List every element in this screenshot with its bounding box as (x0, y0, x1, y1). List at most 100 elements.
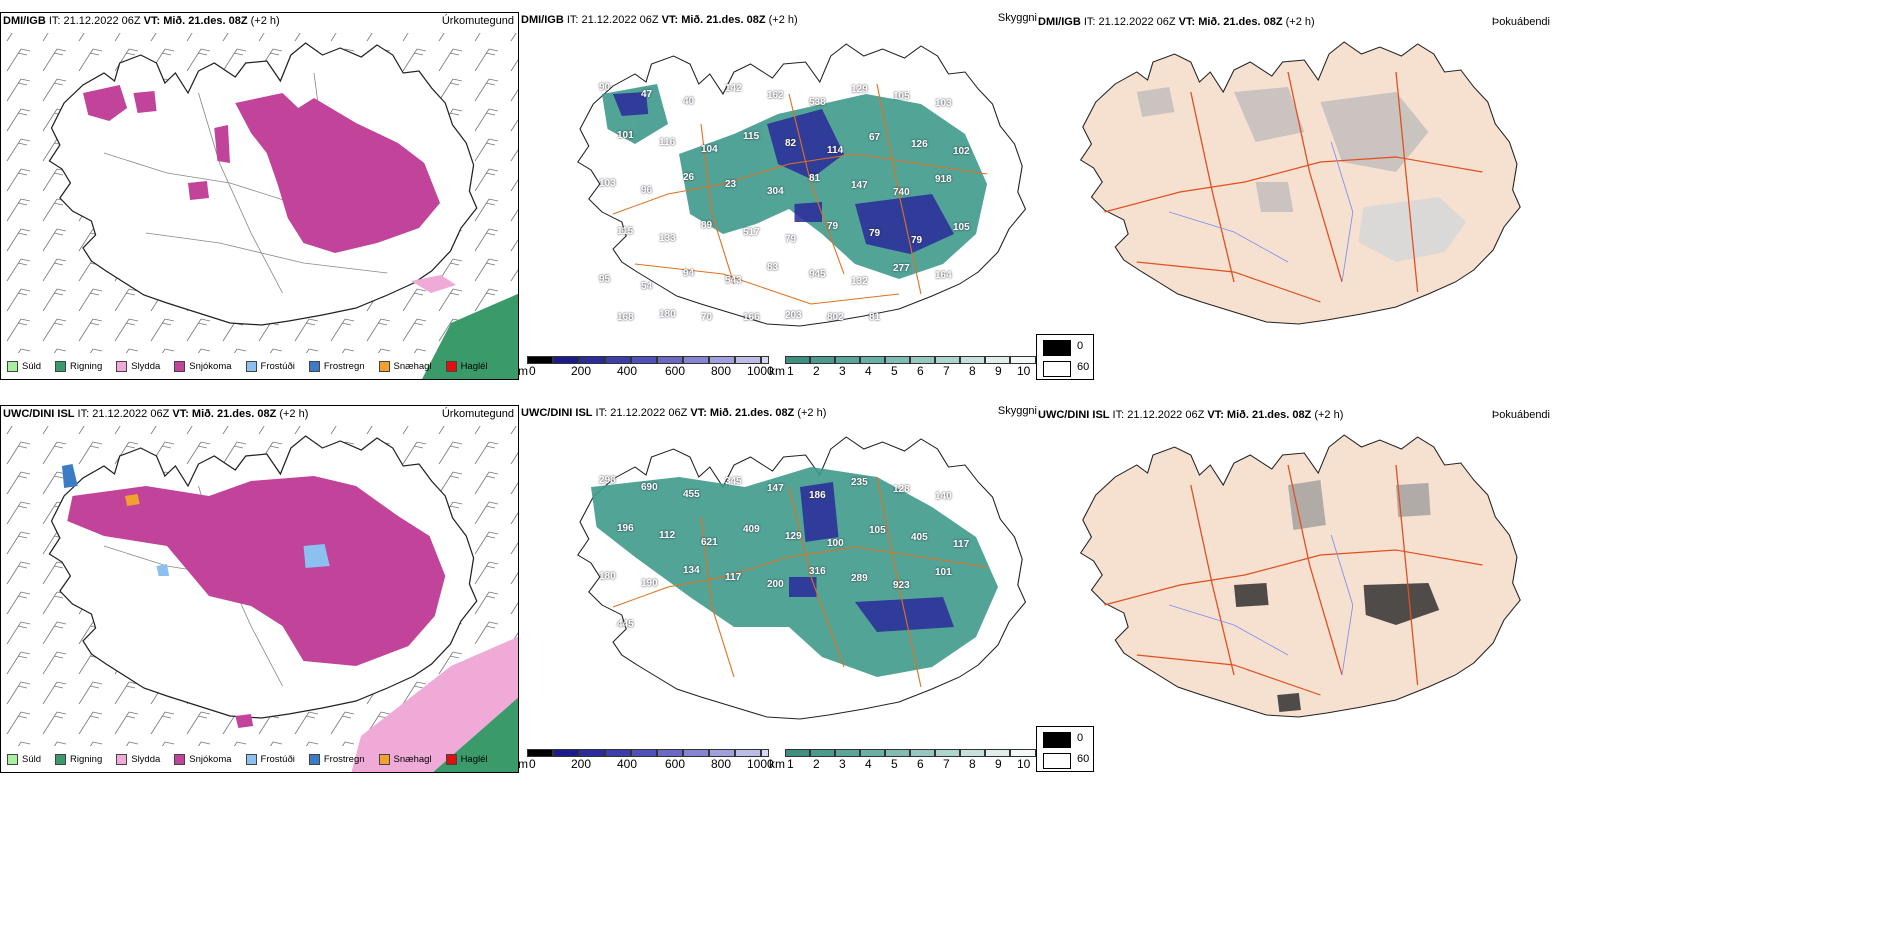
cloud-height-label: 802 (827, 312, 844, 323)
cloud-height-label: 147 (767, 483, 784, 494)
cloud-height-label: 405 (911, 532, 928, 543)
cloud-height-label: 140 (935, 491, 952, 502)
fog-map (1080, 41, 1521, 325)
cloud-height-label: 100 (827, 538, 844, 549)
rain-area (422, 293, 518, 379)
cloud-height-label: 923 (893, 580, 910, 591)
cloud-height-label: 235 (851, 477, 868, 488)
cloud-map (577, 436, 1027, 720)
precip-map (1, 33, 518, 379)
panel-cloud-title: Skyggni (997, 12, 1037, 24)
cloud-height-label: 147 (851, 180, 868, 191)
legend-item: Rigning (55, 754, 102, 765)
cloud-height-label: 90 (599, 82, 611, 93)
cloud-height-label: 132 (851, 276, 868, 287)
cloud-height-label: 79 (827, 221, 839, 232)
cloud-height-label: 23 (725, 179, 737, 190)
panel-title: UWC/DINI ISL IT: 21.12.2022 06Z VT: Mið.… (3, 408, 309, 420)
cloud-height-label: 96 (641, 185, 653, 196)
cloud-height-label: 409 (743, 524, 760, 535)
cloud-height-label: 142 (725, 83, 742, 94)
cloud-height-label: 105 (953, 222, 970, 233)
legend-item: Súld (7, 754, 41, 765)
legend-item: Frostúði (245, 754, 295, 765)
legend-item: Snæhagl (378, 754, 432, 765)
cloud-height-label: 203 (785, 310, 802, 321)
cloud-height-label: 83 (767, 262, 779, 273)
cloud-panel-uwc: UWC/DINI ISL IT: 21.12.2022 06Z VT: Mið.… (519, 405, 1039, 773)
cloud-height-label: 70 (701, 312, 713, 323)
sleet-area (411, 275, 456, 293)
legend-item: Snjókoma (174, 361, 232, 372)
panel-title: DMI/IGB IT: 21.12.2022 06Z VT: Mið. 21.d… (1038, 16, 1315, 28)
cloud-height-label: 186 (809, 490, 826, 501)
panel-cloud-title: Skyggni (997, 405, 1037, 417)
panel-type-title: Úrkomutegund (441, 408, 514, 420)
cloud-height-label: 47 (641, 89, 653, 100)
cloud-height-label: 105 (869, 525, 886, 536)
cloud-height-label: 104 (701, 144, 718, 155)
cloud-map (577, 43, 1027, 327)
cloud-height-label: 126 (911, 139, 928, 150)
legend-item: Frostregn (308, 754, 365, 765)
cloud-height-label: 304 (767, 186, 784, 197)
precip-type-panel-uwc: UWC/DINI ISL IT: 21.12.2022 06Z VT: Mið.… (0, 405, 519, 773)
cloud-height-label: 128 (893, 484, 910, 495)
cloud-numbers-dmi: 90 47 40 142 162 538 129 105 103 101 116 104 115 82 11… (519, 12, 1039, 352)
cloud-height-label: 81 (869, 312, 881, 323)
cloud-height-label: 67 (869, 132, 881, 143)
legend-item: Slydda (116, 754, 160, 765)
cloud-height-label: 103 (599, 178, 616, 189)
cloud-height-label: 115 (743, 131, 760, 142)
legend-item: Haglél (445, 754, 488, 765)
legend-item: Frostúði (245, 361, 295, 372)
precip-map (1, 426, 518, 772)
cloud-height-label: 445 (617, 619, 634, 630)
cloud-height-label: 102 (953, 146, 970, 157)
cloud-height-label: 117 (725, 572, 742, 583)
legend-item: Frostregn (308, 361, 365, 372)
snow-areas (67, 476, 446, 728)
cloud-height-label: 129 (851, 84, 868, 95)
cloud-height-label: 112 (659, 530, 676, 541)
legend-item: Snæhagl (378, 361, 432, 372)
cloud-height-label: 621 (701, 537, 718, 548)
panel-title: UWC/DINI ISL IT: 21.12.2022 06Z VT: Mið.… (1038, 409, 1344, 421)
cloud-height-label: 116 (659, 137, 676, 148)
cloud-height-label: 103 (935, 98, 952, 109)
cloud-height-label: 945 (809, 269, 826, 280)
cloud-base-colorbar: m 0 200 400 600 800 1000 km 1 2 3 4 5 6 … (519, 356, 1039, 380)
cloud-height-label: 79 (785, 234, 797, 245)
cloud-height-label: 289 (851, 573, 868, 584)
precip-type-panel-dmi: DMI/IGB IT: 21.12.2022 06Z VT: Mið. 21.d… (0, 12, 519, 380)
cloud-height-label: 166 (743, 312, 760, 323)
cloud-height-label: 200 (767, 579, 784, 590)
cloud-panel-dmi: DMI/IGB IT: 21.12.2022 06Z VT: Mið. 21.d… (519, 12, 1039, 380)
cloud-height-label: 40 (683, 96, 695, 107)
snow-areas (83, 85, 440, 253)
cloud-height-label: 117 (953, 539, 970, 550)
cloud-height-label: 105 (893, 91, 910, 102)
cloud-height-label: 690 (641, 482, 658, 493)
legend-item: Rigning (55, 361, 102, 372)
cloud-height-label: 517 (743, 227, 760, 238)
panel-title: UWC/DINI ISL IT: 21.12.2022 06Z VT: Mið.… (521, 407, 827, 419)
fog-map (1080, 434, 1521, 718)
cloud-height-label: 190 (641, 578, 658, 589)
panel-type-title: Úrkomutegund (441, 15, 514, 27)
cloud-height-label: 164 (935, 270, 952, 281)
cloud-height-label: 89 (701, 220, 713, 231)
cloud-height-label: 54 (641, 281, 653, 292)
cloud-height-label: 101 (935, 567, 952, 578)
cloud-height-label: 129 (785, 531, 802, 542)
cloud-height-label: 538 (809, 97, 826, 108)
cloud-height-label: 180 (659, 309, 676, 320)
cloud-height-label: 114 (827, 145, 844, 156)
panel-fog-title: Þokuábendi (1491, 16, 1550, 28)
cloud-height-label: 81 (809, 173, 821, 184)
cloud-height-label: 133 (659, 233, 676, 244)
cloud-height-label: 345 (725, 476, 742, 487)
cloud-height-label: 168 (617, 312, 634, 323)
cloud-height-label: 740 (893, 187, 910, 198)
cloud-height-label: 543 (725, 275, 742, 286)
